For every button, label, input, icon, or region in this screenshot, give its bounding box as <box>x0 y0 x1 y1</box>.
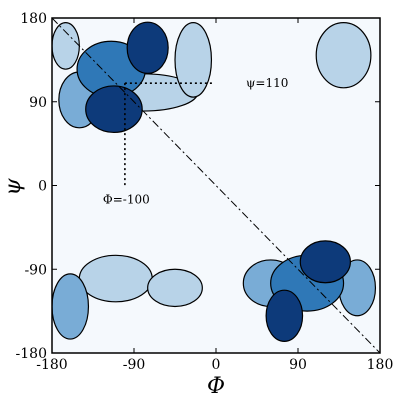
density-region-level4 <box>85 85 143 134</box>
density-region-level4 <box>265 289 304 342</box>
reference-lines <box>52 18 380 353</box>
diagonal-reference-line <box>52 18 380 353</box>
density-region-level1 <box>78 254 153 303</box>
y-tick-label: 0 <box>38 179 47 195</box>
x-tick-label: 180 <box>367 357 394 373</box>
density-region-level1 <box>52 22 80 70</box>
density-region-level1 <box>147 268 203 308</box>
y-tick-label: 180 <box>20 11 47 27</box>
density-regions <box>52 21 377 342</box>
x-tick-label: -90 <box>123 357 146 373</box>
y-tick-label: -180 <box>16 346 47 362</box>
psi-reference-label: ψ=110 <box>246 76 288 90</box>
density-region-level4 <box>126 21 169 74</box>
x-tick-label: 0 <box>212 357 221 373</box>
density-region-level1 <box>315 22 372 89</box>
y-axis-label: ψ <box>1 178 26 196</box>
x-tick-label: -180 <box>36 357 67 373</box>
x-axis-label: Φ <box>207 374 225 399</box>
axis-ticks: -180 -90 0 90 180 -180 -90 0 90 180 <box>16 11 394 373</box>
x-tick-label: 90 <box>289 357 307 373</box>
density-region-level4 <box>299 240 351 284</box>
phi-reference-label: Φ=-100 <box>103 193 150 207</box>
density-region-level1 <box>174 22 213 98</box>
y-tick-label: 90 <box>29 95 47 111</box>
y-tick-label: -90 <box>24 262 47 278</box>
density-region-level2 <box>52 273 90 340</box>
